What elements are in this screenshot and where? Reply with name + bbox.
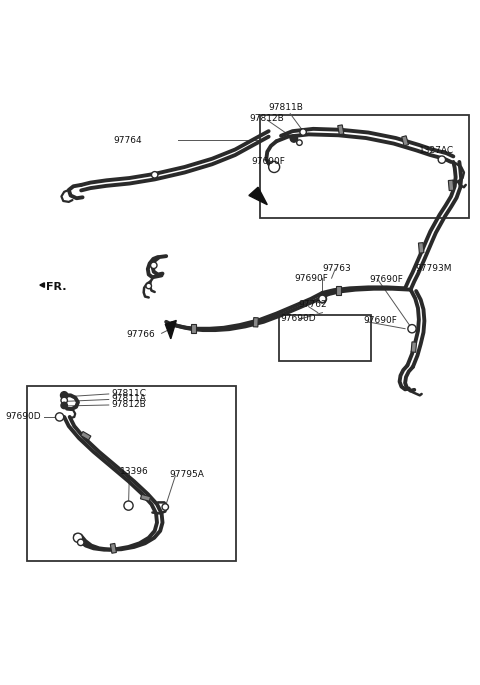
Bar [419, 242, 424, 253]
Polygon shape [165, 321, 176, 339]
Circle shape [60, 392, 68, 399]
Text: 97690F: 97690F [369, 275, 403, 284]
Text: 97764: 97764 [114, 136, 142, 145]
Circle shape [73, 533, 83, 543]
Circle shape [61, 397, 67, 403]
Bar [448, 180, 454, 190]
Circle shape [290, 135, 298, 142]
Text: 97690F: 97690F [251, 156, 285, 166]
Text: 97690D: 97690D [280, 314, 316, 323]
Bar [27, 386, 237, 561]
Text: 97811B: 97811B [268, 103, 303, 112]
Text: 97812B: 97812B [111, 399, 146, 408]
Circle shape [438, 156, 445, 163]
Circle shape [319, 295, 326, 303]
Bar [253, 318, 258, 327]
Circle shape [146, 283, 152, 289]
Text: 97811A: 97811A [111, 394, 146, 403]
Circle shape [151, 262, 157, 269]
Polygon shape [249, 187, 267, 205]
Bar [81, 432, 91, 440]
Bar [141, 495, 151, 501]
Circle shape [162, 503, 168, 510]
Circle shape [61, 402, 67, 409]
Text: 97690D: 97690D [6, 412, 41, 421]
Text: 97812B: 97812B [249, 114, 284, 123]
Bar [260, 115, 469, 219]
Text: 13396: 13396 [120, 466, 149, 475]
Circle shape [300, 129, 306, 135]
Text: 1327AC: 1327AC [419, 146, 454, 155]
Bar [279, 315, 371, 361]
Bar [338, 125, 344, 135]
Circle shape [124, 501, 133, 510]
Circle shape [318, 295, 326, 303]
Circle shape [297, 140, 302, 145]
Circle shape [152, 171, 158, 178]
Circle shape [77, 539, 84, 545]
Text: 97795A: 97795A [170, 471, 205, 479]
Text: 97690F: 97690F [295, 274, 329, 283]
Text: 97690F: 97690F [364, 316, 397, 325]
Text: 97762: 97762 [299, 300, 327, 310]
Bar [402, 136, 408, 146]
Bar [411, 342, 417, 352]
Text: FR.: FR. [46, 282, 66, 292]
Text: 97766: 97766 [126, 329, 155, 338]
Bar [336, 286, 341, 295]
Bar [192, 324, 196, 334]
Polygon shape [40, 283, 45, 288]
Circle shape [269, 162, 280, 173]
Text: 97793M: 97793M [415, 264, 452, 273]
Circle shape [408, 325, 416, 333]
Text: 97811C: 97811C [111, 388, 146, 397]
Bar [110, 543, 117, 553]
Text: 97763: 97763 [323, 264, 351, 273]
Circle shape [56, 413, 64, 421]
